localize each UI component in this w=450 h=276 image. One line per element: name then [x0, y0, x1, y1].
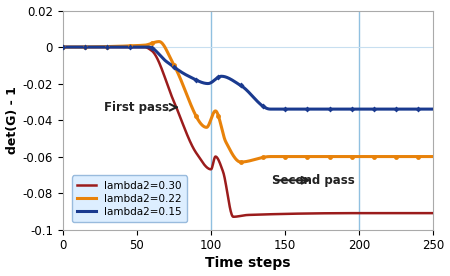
lambda2=0.22	[342, 155, 347, 158]
lambda2=0.30	[83, 45, 88, 49]
lambda2=0.15	[297, 107, 302, 111]
Y-axis label: det(G) - 1: det(G) - 1	[5, 86, 18, 154]
lambda2=0.30	[431, 211, 436, 215]
lambda2=0.30	[60, 45, 66, 49]
lambda2=0.22	[60, 45, 66, 49]
lambda2=0.15	[285, 107, 291, 111]
lambda2=0.15	[83, 45, 88, 49]
lambda2=0.22	[297, 155, 302, 158]
Line: lambda2=0.30: lambda2=0.30	[63, 47, 433, 217]
lambda2=0.30	[380, 211, 385, 215]
lambda2=0.15	[268, 107, 273, 111]
lambda2=0.15	[431, 107, 436, 111]
lambda2=0.30	[231, 215, 236, 218]
Line: lambda2=0.22: lambda2=0.22	[63, 42, 433, 162]
lambda2=0.22	[431, 155, 436, 158]
lambda2=0.30	[297, 212, 302, 215]
lambda2=0.22	[238, 160, 243, 164]
lambda2=0.15	[380, 107, 385, 111]
lambda2=0.30	[276, 213, 281, 216]
lambda2=0.30	[342, 211, 347, 215]
lambda2=0.15	[276, 107, 281, 111]
lambda2=0.22	[286, 155, 291, 158]
lambda2=0.30	[285, 212, 291, 216]
lambda2=0.15	[60, 45, 66, 49]
lambda2=0.22	[83, 45, 88, 49]
lambda2=0.22	[380, 155, 386, 158]
Legend: lambda2=0.30, lambda2=0.22, lambda2=0.15: lambda2=0.30, lambda2=0.22, lambda2=0.15	[72, 176, 187, 222]
lambda2=0.22	[276, 155, 282, 158]
Text: First pass: First pass	[104, 101, 176, 114]
lambda2=0.15	[342, 107, 347, 111]
Text: Second pass: Second pass	[272, 174, 355, 187]
X-axis label: Time steps: Time steps	[205, 256, 291, 270]
Line: lambda2=0.15: lambda2=0.15	[63, 47, 433, 109]
lambda2=0.22	[157, 40, 162, 43]
